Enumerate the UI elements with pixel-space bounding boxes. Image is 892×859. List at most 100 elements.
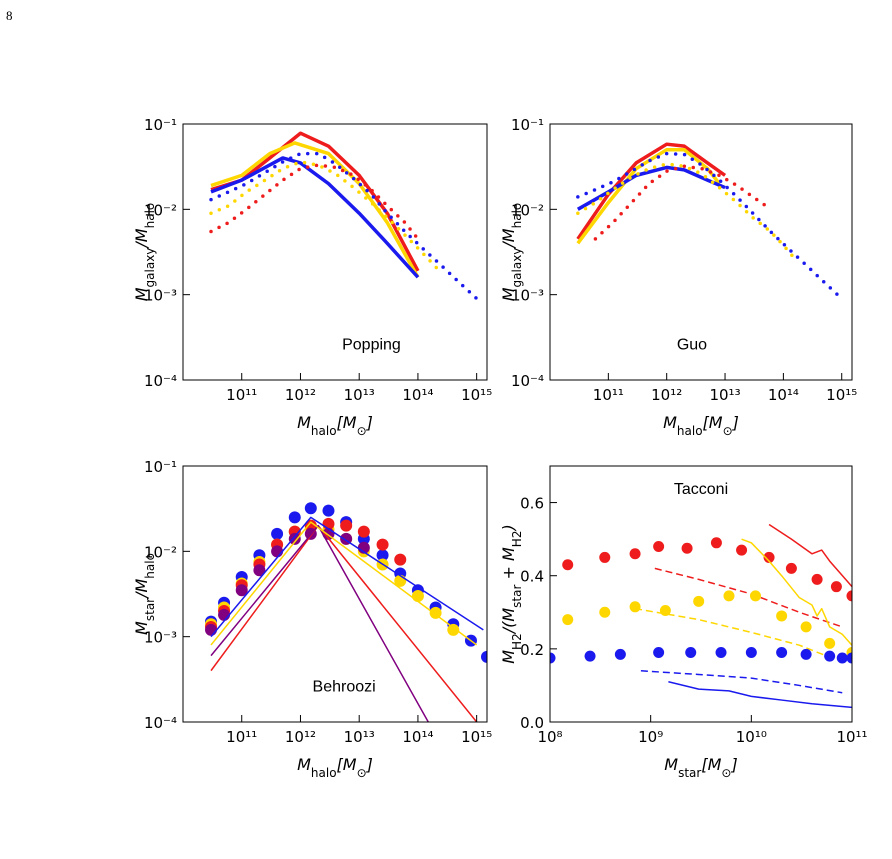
series-line <box>576 162 798 262</box>
marker <box>235 584 248 597</box>
x-tick-label: 10¹⁴ <box>768 386 799 404</box>
series-line <box>210 521 478 646</box>
marker <box>376 549 389 562</box>
x-tick-label: 10¹¹ <box>226 386 257 404</box>
x-axis-label: Mhalo[M⊙] <box>663 413 739 438</box>
marker <box>394 553 407 566</box>
marker <box>481 650 487 663</box>
y-tick-label: 10⁻⁴ <box>511 372 544 390</box>
annotation: Guo <box>677 336 707 353</box>
series-line <box>576 151 844 301</box>
panel: 10¹¹ 10¹² 10¹³ 10¹⁴ 10¹⁵ 10⁻⁴ 10⁻³ 10⁻² 10⁻¹ Mhal… <box>132 458 492 780</box>
marker <box>846 590 852 602</box>
axis-label-part: ] <box>366 413 373 432</box>
axis-label-part: M <box>499 287 518 301</box>
series-line <box>640 670 843 694</box>
marker <box>288 532 301 545</box>
series-line <box>668 681 852 709</box>
marker <box>715 647 727 659</box>
x-axis-label: Mstar[M⊙] <box>664 755 737 780</box>
marker <box>693 595 705 607</box>
marker <box>614 648 626 660</box>
marker <box>750 590 762 602</box>
x-tick-label: 10¹⁵ <box>461 728 492 746</box>
axis-label-part: /M <box>132 579 151 600</box>
axis-label-part: halo <box>143 553 157 579</box>
x-tick-label: 10¹³ <box>344 728 375 746</box>
marker <box>800 648 812 660</box>
axis-label-part: halo <box>311 766 337 780</box>
axis-label-part: halo <box>311 424 337 438</box>
y-axis-label: MH2/(Mstar + MH2) <box>499 524 524 663</box>
marker <box>447 623 460 636</box>
axis-label-part: M <box>297 413 311 432</box>
series-line <box>210 516 484 638</box>
marker <box>763 551 775 563</box>
marker <box>785 562 797 574</box>
marker <box>599 551 611 563</box>
series-line <box>210 156 420 279</box>
axis-label-part: M <box>132 287 151 301</box>
marker <box>723 590 735 602</box>
x-tick-label: 10¹⁵ <box>826 386 857 404</box>
y-tick-label: 10⁻² <box>511 201 544 219</box>
marker <box>304 519 317 532</box>
axis-label-part: ⊙ <box>357 424 367 438</box>
axis-label-part: ⊙ <box>357 766 367 780</box>
series-line <box>210 524 429 722</box>
axis-label-part: M <box>132 621 151 635</box>
x-tick-label: 10¹² <box>285 386 316 404</box>
marker <box>271 545 284 558</box>
marker <box>340 519 353 532</box>
x-axis-label: Mhalo[M⊙] <box>297 413 373 438</box>
marker <box>836 652 848 664</box>
axis-label-part: H2 <box>510 633 524 650</box>
y-tick-label: 10⁻¹ <box>144 458 177 476</box>
x-tick-label: 10⁹ <box>638 728 663 746</box>
marker <box>271 527 284 540</box>
marker <box>288 511 301 524</box>
marker <box>685 647 697 659</box>
marker <box>681 542 693 554</box>
plot-area <box>205 502 487 722</box>
axis-label-part: star <box>510 585 524 608</box>
plot-frame <box>549 123 853 381</box>
series-line <box>210 131 420 272</box>
annotation: Popping <box>342 336 401 353</box>
axis-label-part: /(M <box>499 608 518 636</box>
axis-label-part: ] <box>730 755 737 774</box>
plot-frame <box>182 123 488 381</box>
marker <box>653 540 665 552</box>
panel: 10¹¹ 10¹² 10¹³ 10¹⁴ 10¹⁵ 10⁻⁴ 10⁻³ 10⁻² 10⁻¹ Mhal… <box>499 116 857 438</box>
marker <box>776 610 788 622</box>
axis-label-part: [M <box>337 755 357 774</box>
marker <box>653 647 665 659</box>
panel: 10⁸ 10⁹ 10¹⁰ 10¹¹0.00.20.40.6Mstar[M⊙]MH2/(… <box>499 465 868 780</box>
x-tick-label: 10¹² <box>285 728 316 746</box>
series-line <box>768 523 852 588</box>
y-tick-label: 0.6 <box>520 495 544 513</box>
axis-label-part: + M <box>499 547 518 585</box>
x-tick-label: 10¹⁰ <box>736 728 767 746</box>
series-line <box>210 141 420 279</box>
x-tick-label: 10¹⁴ <box>402 728 433 746</box>
axis-label-part: star <box>678 766 701 780</box>
x-tick-label: 10¹¹ <box>836 728 867 746</box>
marker <box>322 504 335 517</box>
axis-label-part: galaxy <box>143 248 157 288</box>
axis-label-part: halo <box>510 203 524 229</box>
axis-label-part: M <box>664 755 678 774</box>
axis-label-part: ) <box>499 524 518 531</box>
marker <box>218 608 231 621</box>
y-tick-label: 0.4 <box>520 568 544 586</box>
axis-label-part: halo <box>143 203 157 229</box>
marker <box>376 538 389 551</box>
marker <box>830 581 842 593</box>
y-axis-label: Mgalaxy/Mhalo <box>132 203 157 302</box>
axis-label-part: M <box>663 413 677 432</box>
page-number: 8 <box>6 8 13 23</box>
y-tick-label: 10⁻¹ <box>511 116 544 134</box>
marker <box>776 647 788 659</box>
axis-label-part: /M <box>132 228 151 249</box>
